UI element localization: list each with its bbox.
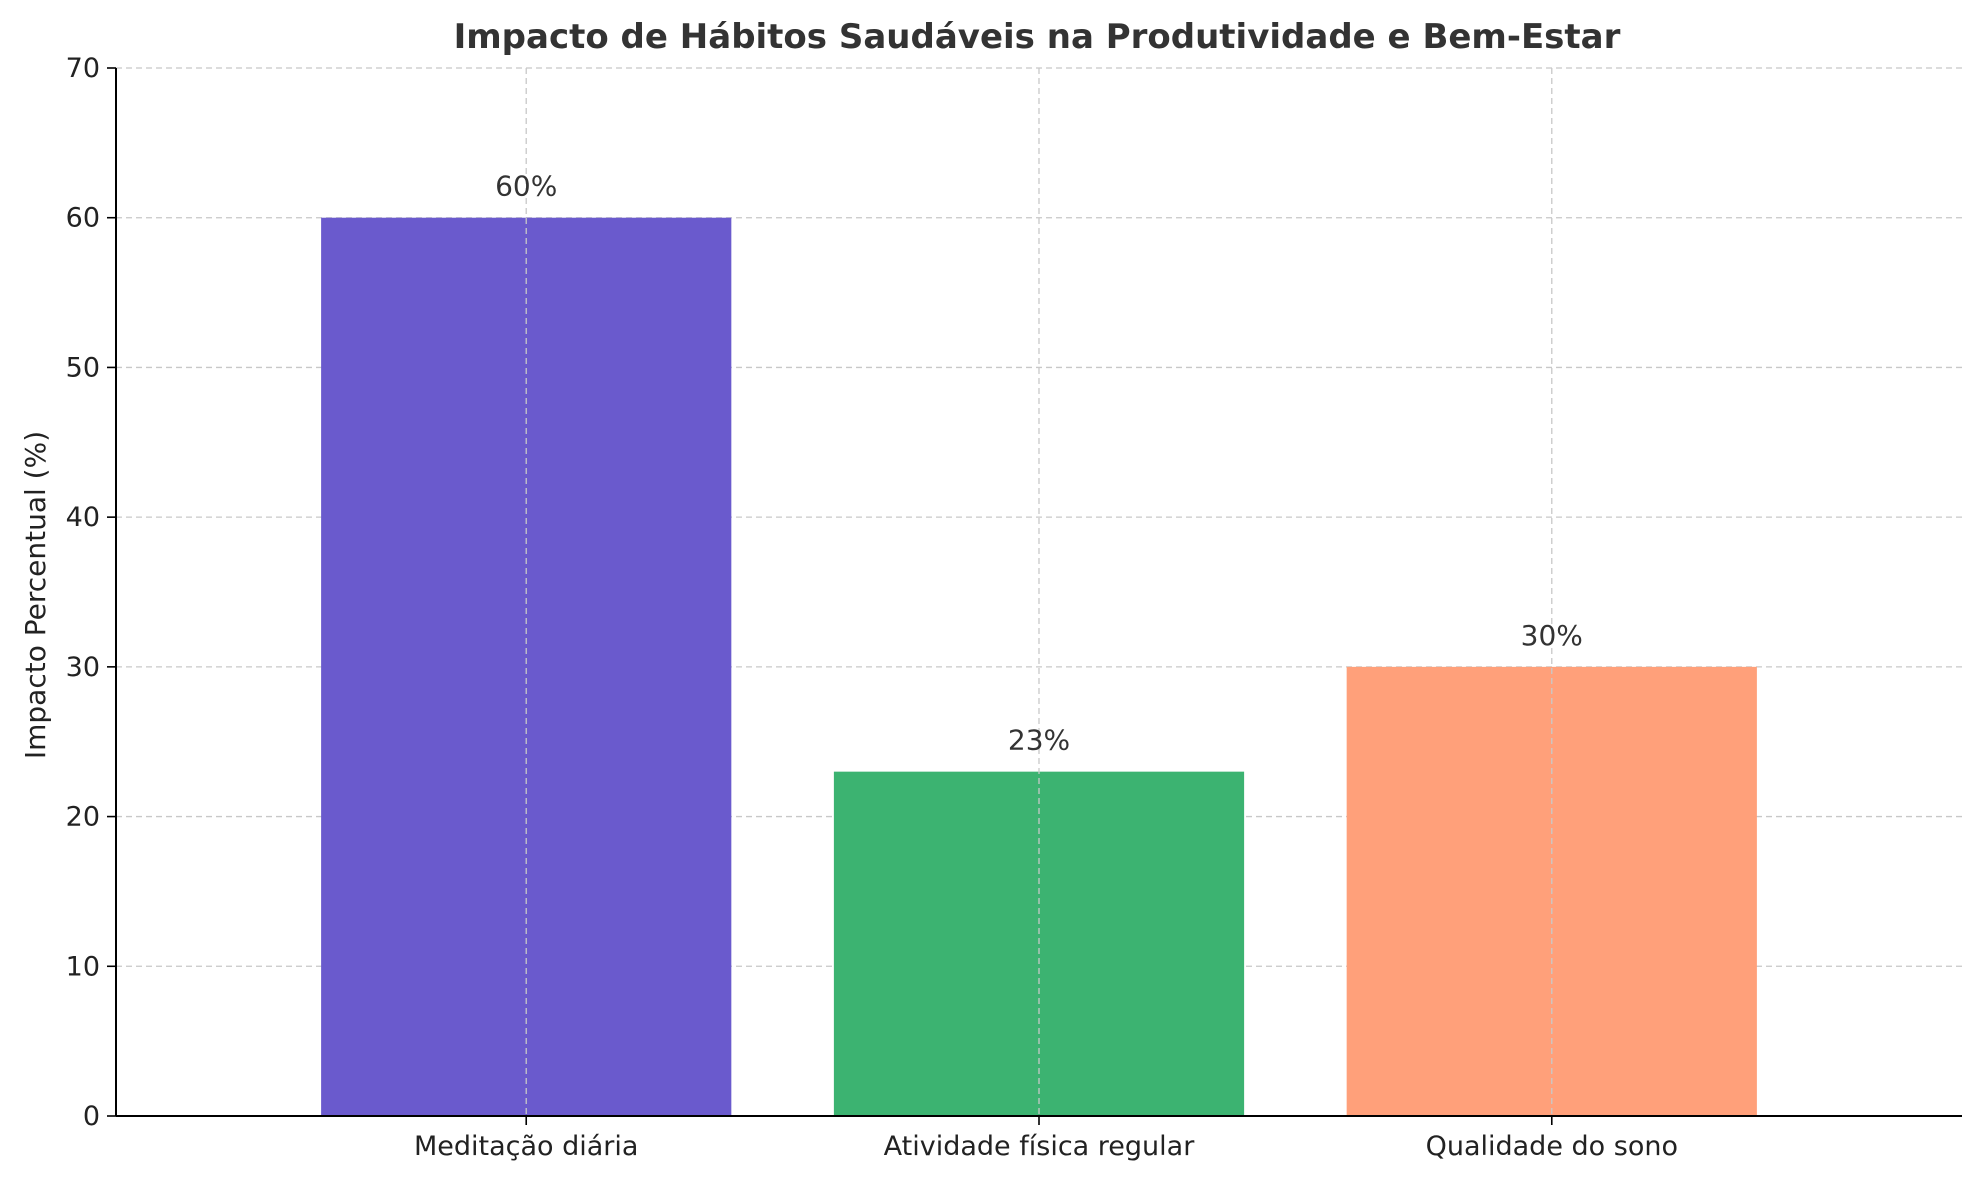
chart-title: Impacto de Hábitos Saudáveis na Produtiv… <box>454 17 1621 57</box>
y-tick-label: 50 <box>66 352 100 383</box>
x-tick-label: Meditação diária <box>414 1131 639 1162</box>
data-labels: 60% 23% 30% <box>495 170 1583 757</box>
y-tick-label: 20 <box>66 802 100 833</box>
data-label: 23% <box>1008 724 1070 757</box>
x-tick-label: Qualidade do sono <box>1426 1131 1678 1162</box>
vertical-grid-lines <box>525 68 1553 1116</box>
y-tick-label: 40 <box>66 502 100 533</box>
data-label: 60% <box>495 170 557 203</box>
y-tick-label: 70 <box>66 53 100 84</box>
x-tick-label: Atividade física regular <box>884 1131 1196 1162</box>
axes: 0 10 20 30 40 50 60 70 Meditação diária Atividade… <box>66 53 1962 1162</box>
y-tick-label: 60 <box>66 203 100 234</box>
y-tick-label: 0 <box>83 1101 100 1132</box>
y-axis-label: Impacto Percentual (%) <box>19 431 52 759</box>
data-label: 30% <box>1521 619 1583 652</box>
y-tick-label: 10 <box>66 951 100 982</box>
bar-1 <box>321 217 732 1116</box>
y-tick-label: 30 <box>66 652 100 683</box>
